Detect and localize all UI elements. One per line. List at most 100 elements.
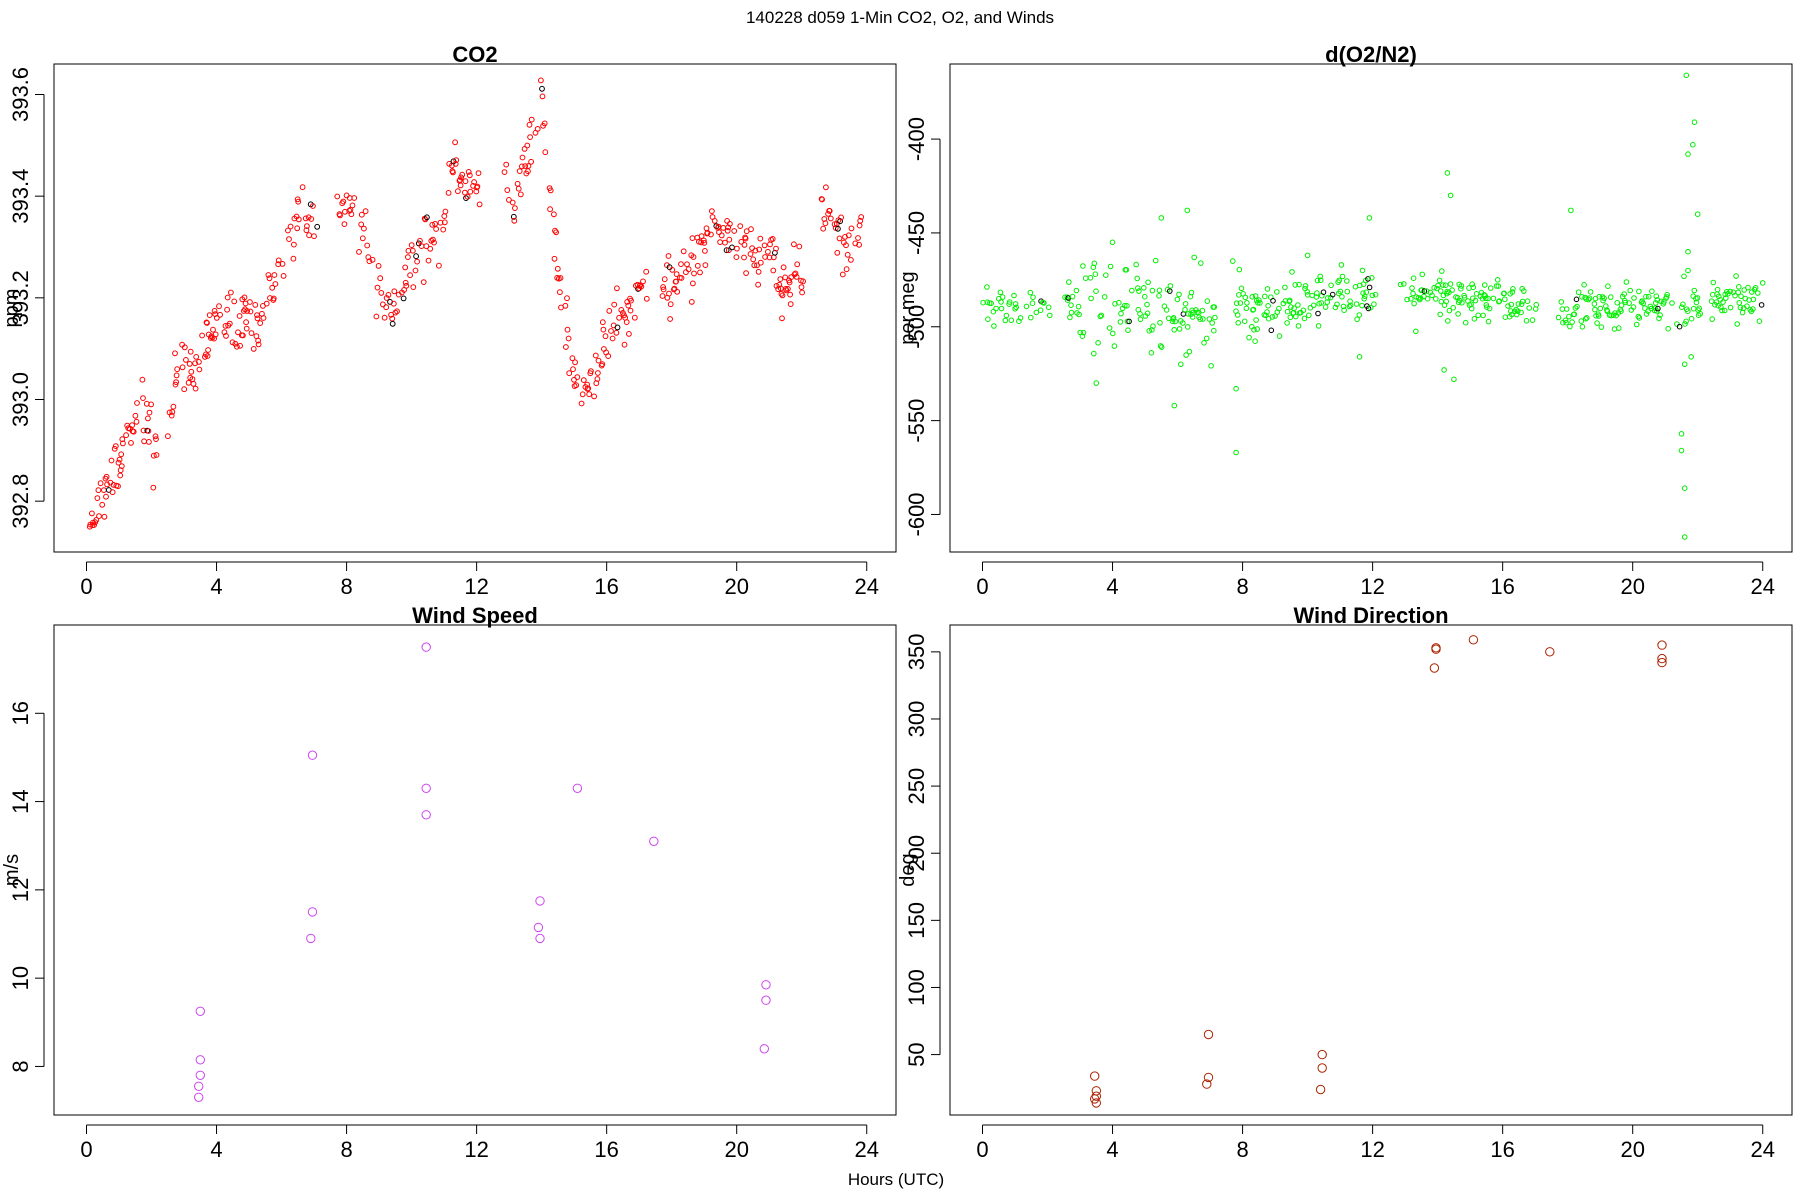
wind-speed-points [194,642,771,1103]
o2-point [1371,301,1377,308]
o2-x-tick-label: 0 [976,574,988,599]
co2-point [97,480,104,487]
co2-point [755,281,761,288]
o2-point [1573,296,1580,303]
co2-point [573,382,580,389]
co2-point [678,261,684,268]
o2-point [1571,311,1578,318]
o2-point [1642,305,1648,312]
co2-point [820,225,827,232]
o2-point [1752,285,1759,291]
co2-point [777,276,784,283]
wind-direction-ylabel: deg [897,853,919,886]
co2-point [196,366,203,373]
wind-direction-x-tick-label: 0 [976,1137,988,1162]
o2-point [1645,293,1652,300]
o2-point [1366,284,1373,291]
co2-point [408,242,415,249]
wind-speed-point [535,896,545,906]
o2-y-tick-label: -400 [904,117,929,161]
o2-point [1418,287,1425,293]
o2-point [1458,283,1465,289]
o2-point [1134,275,1140,282]
o2-point [1484,304,1490,311]
co2-point [779,315,785,322]
co2-point [528,116,535,123]
wind-direction-point [1315,1084,1326,1095]
o2-point [1194,309,1200,316]
o2-point [1174,296,1181,303]
o2-point [1437,311,1443,318]
o2-point [1314,277,1321,284]
wind-speed-y-tick-label: 10 [8,966,33,990]
co2-point [704,230,711,236]
co2-point [103,493,109,500]
o2-point [1235,320,1241,326]
o2-point [1367,304,1374,311]
o2-point [1310,302,1317,309]
o2-point [1282,284,1288,291]
co2-point [271,272,278,278]
o2-point [1270,298,1276,304]
co2-point [724,227,731,234]
co2-point [108,457,115,464]
o2-point [1494,277,1501,283]
o2-point [1683,72,1690,79]
o2-point [1441,367,1447,373]
co2-point [585,385,592,392]
co2-point [625,302,632,309]
co2-point [351,195,358,201]
wind-direction-y-tick-label: 300 [904,701,929,738]
o2-point [1710,279,1717,286]
co2-point [255,341,262,348]
co2-point [511,217,518,224]
co2-point [179,364,186,371]
o2-point [1605,283,1611,290]
o2-point [1533,301,1540,308]
co2-point [385,292,392,298]
wind-direction-point [1203,1072,1214,1083]
co2-point [148,401,155,408]
o2-point [1587,289,1594,295]
o2-point [1064,294,1070,301]
co2-point [145,415,151,422]
o2-point [1354,316,1360,323]
co2-point [602,333,609,340]
co2-point [217,311,224,318]
o2-point [1361,296,1367,302]
o2-point [1274,289,1280,295]
co2-point [551,255,558,262]
co2-point [848,225,855,232]
co2-point [557,275,564,281]
o2-point [1685,267,1691,274]
o2-point [1124,303,1130,309]
o2-point [1495,283,1502,289]
wind-direction-y-tick-label: 50 [904,1042,929,1066]
co2-point [640,278,646,285]
co2-point [111,445,118,452]
o2-point [1315,310,1321,317]
o2-point [1627,287,1633,294]
o2-point [1681,485,1688,492]
wind-speed-point [307,907,318,917]
panel-wind-speed: Wind Speed m/s 0 4 8 12 16 20 24 8 10 12 14 16 [1,603,897,1162]
co2-point [263,300,270,307]
co2-point [430,236,436,243]
o2-point [1509,289,1516,295]
co2-point [751,262,758,269]
o2-point [1110,330,1116,337]
o2-point [1485,295,1491,302]
o2-point [1091,350,1097,357]
o2-point [1714,286,1721,293]
o2-point [1563,319,1569,326]
o2-point [1652,305,1658,312]
co2-point [463,195,469,202]
co2-point [506,197,512,203]
o2-point [1440,282,1446,288]
co2-point [356,249,362,255]
o2-point [1191,254,1197,261]
co2-point [442,208,449,215]
co2-point [528,158,534,165]
co2-point [725,224,732,231]
co2-point [378,290,385,296]
